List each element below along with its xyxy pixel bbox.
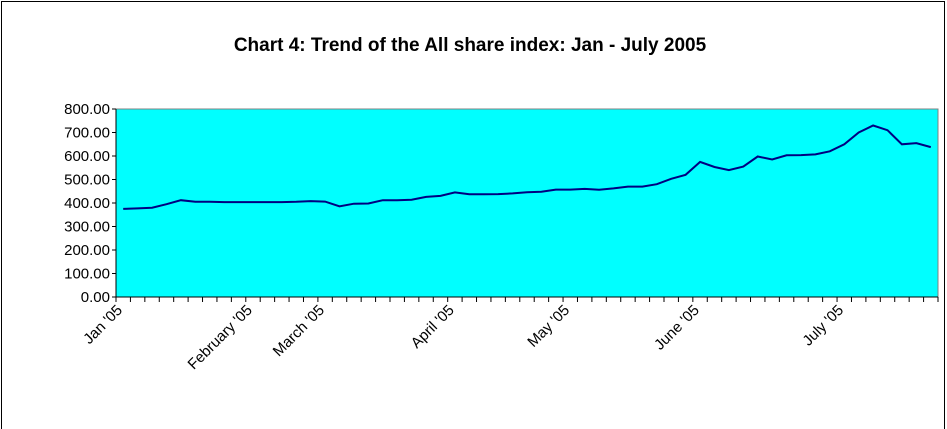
y-tick-label: 200.00 (64, 242, 110, 259)
y-tick-label: 500.00 (64, 172, 110, 189)
y-tick-label: 0.00 (81, 289, 110, 306)
y-tick-label: 100.00 (64, 266, 110, 283)
chart-title: Chart 4: Trend of the All share index: J… (234, 35, 707, 56)
y-tick-label: 300.00 (64, 219, 110, 236)
y-tick-label: 400.00 (64, 195, 110, 212)
data-line (123, 124, 932, 210)
y-tick-label: 600.00 (64, 148, 110, 165)
y-tick-label: 800.00 (64, 101, 110, 118)
y-tick-label: 700.00 (64, 125, 110, 142)
